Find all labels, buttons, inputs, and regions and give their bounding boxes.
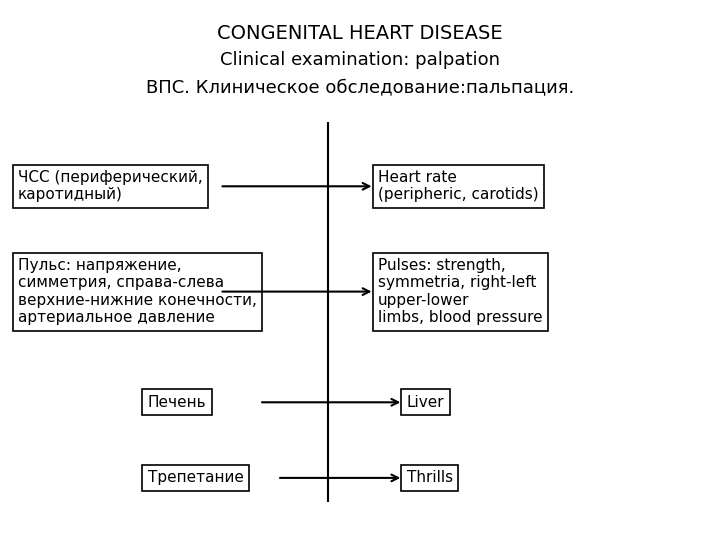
- Text: CONGENITAL HEART DISEASE: CONGENITAL HEART DISEASE: [217, 24, 503, 43]
- Text: Clinical examination: palpation: Clinical examination: palpation: [220, 51, 500, 69]
- Text: Heart rate
(peripheric, carotids): Heart rate (peripheric, carotids): [378, 170, 539, 202]
- Text: Thrills: Thrills: [407, 470, 453, 485]
- Text: ВПС. Клиническое обследование:пальпация.: ВПС. Клиническое обследование:пальпация.: [146, 78, 574, 96]
- Text: Трепетание: Трепетание: [148, 470, 243, 485]
- Text: Pulses: strength,
symmetria, right-left
upper-lower
limbs, blood pressure: Pulses: strength, symmetria, right-left …: [378, 258, 543, 325]
- Text: ЧСС (периферический,
каротидный): ЧСС (периферический, каротидный): [18, 170, 203, 202]
- Text: Пульс: напряжение,
симметрия, справа-слева
верхние-нижние конечности,
артериальн: Пульс: напряжение, симметрия, справа-сле…: [18, 258, 257, 325]
- Text: Liver: Liver: [407, 395, 444, 410]
- Text: Печень: Печень: [148, 395, 206, 410]
